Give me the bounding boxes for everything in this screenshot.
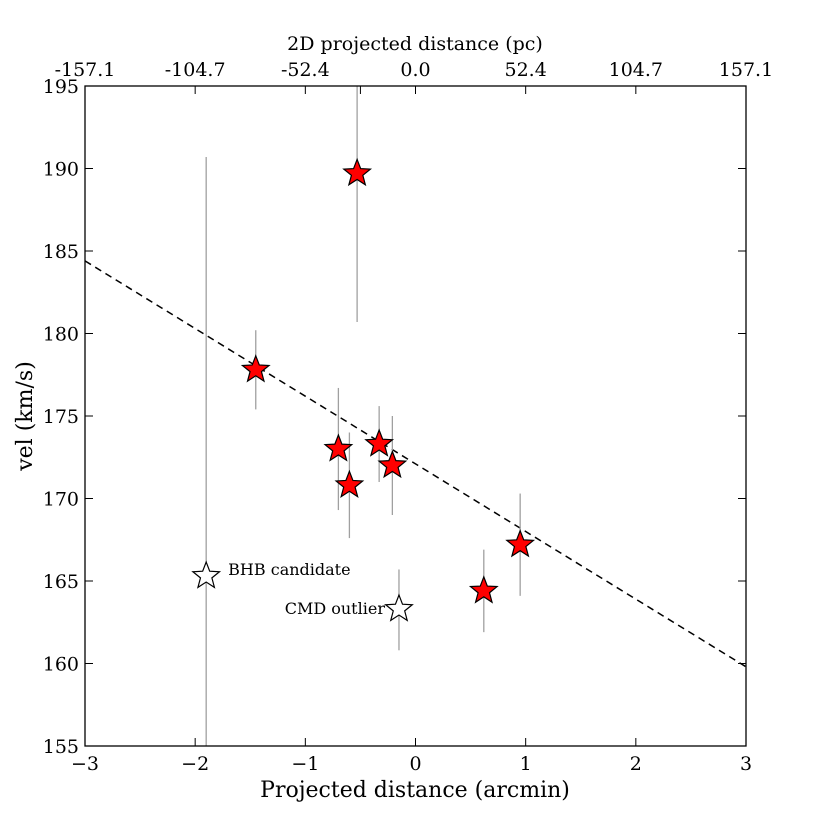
x-tick-label-2: −1 <box>291 753 319 775</box>
member-star-marker-3 <box>334 469 365 498</box>
top-tick-label-5: 104.7 <box>609 59 663 81</box>
top-tick-label-3: 0.0 <box>400 59 430 81</box>
member-star-marker-1 <box>342 157 373 187</box>
y-tick-label-0: 155 <box>43 736 79 758</box>
top-tick-label-2: -52.4 <box>281 59 330 81</box>
top-tick-label-1: -104.7 <box>165 59 226 81</box>
annotation-cmd-outlier: CMD outlier <box>285 599 386 618</box>
y-tick-label-2: 165 <box>43 571 79 593</box>
plot-background <box>85 86 746 746</box>
nonmember-star-marker-1 <box>384 593 414 622</box>
member-star-marker-6 <box>468 575 499 604</box>
y-tick-label-4: 175 <box>43 406 79 428</box>
x-tick-label-6: 3 <box>740 753 752 775</box>
x-tick-label-5: 2 <box>630 753 642 775</box>
plot-area <box>85 86 746 746</box>
top-axis-title: 2D projected distance (pc) <box>287 33 543 55</box>
axes-layer: −3 −2 −1 0 1 2 3 155 160 165 170 175 180 185 190 195-15… <box>43 59 773 775</box>
member-star-marker-7 <box>505 529 536 558</box>
x-tick-label-1: −2 <box>181 753 209 775</box>
member-star-marker-4 <box>364 428 395 457</box>
x-axis-title: Projected distance (arcmin) <box>260 778 570 803</box>
member-star-marker-5 <box>377 449 408 479</box>
y-tick-label-1: 160 <box>43 654 79 676</box>
annotation-bhb-candidate: BHB candidate <box>228 560 350 579</box>
top-tick-label-0: -157.1 <box>55 59 116 81</box>
marker-layer <box>191 157 536 622</box>
y-tick-label-3: 170 <box>43 489 79 511</box>
fit-line <box>85 260 746 668</box>
nonmember-star-marker-0 <box>191 560 222 589</box>
member-star-marker-2 <box>323 433 354 462</box>
y-tick-label-5: 180 <box>43 324 79 346</box>
y-tick-label-7: 190 <box>43 159 79 181</box>
top-tick-label-6: 157.1 <box>719 59 773 81</box>
annotation-layer: BHB candidate CMD outlier <box>228 560 385 618</box>
x-tick-label-3: 0 <box>409 753 421 775</box>
y-axis-title: vel (km/s) <box>13 361 38 472</box>
x-tick-label-0: −3 <box>71 753 99 775</box>
fit-line-layer <box>85 260 746 668</box>
y-tick-label-6: 185 <box>43 241 79 263</box>
top-tick-label-4: 52.4 <box>505 59 547 81</box>
y-tick-label-8: 195 <box>43 76 79 98</box>
member-star-marker-0 <box>240 354 271 383</box>
x-tick-label-4: 1 <box>520 753 532 775</box>
